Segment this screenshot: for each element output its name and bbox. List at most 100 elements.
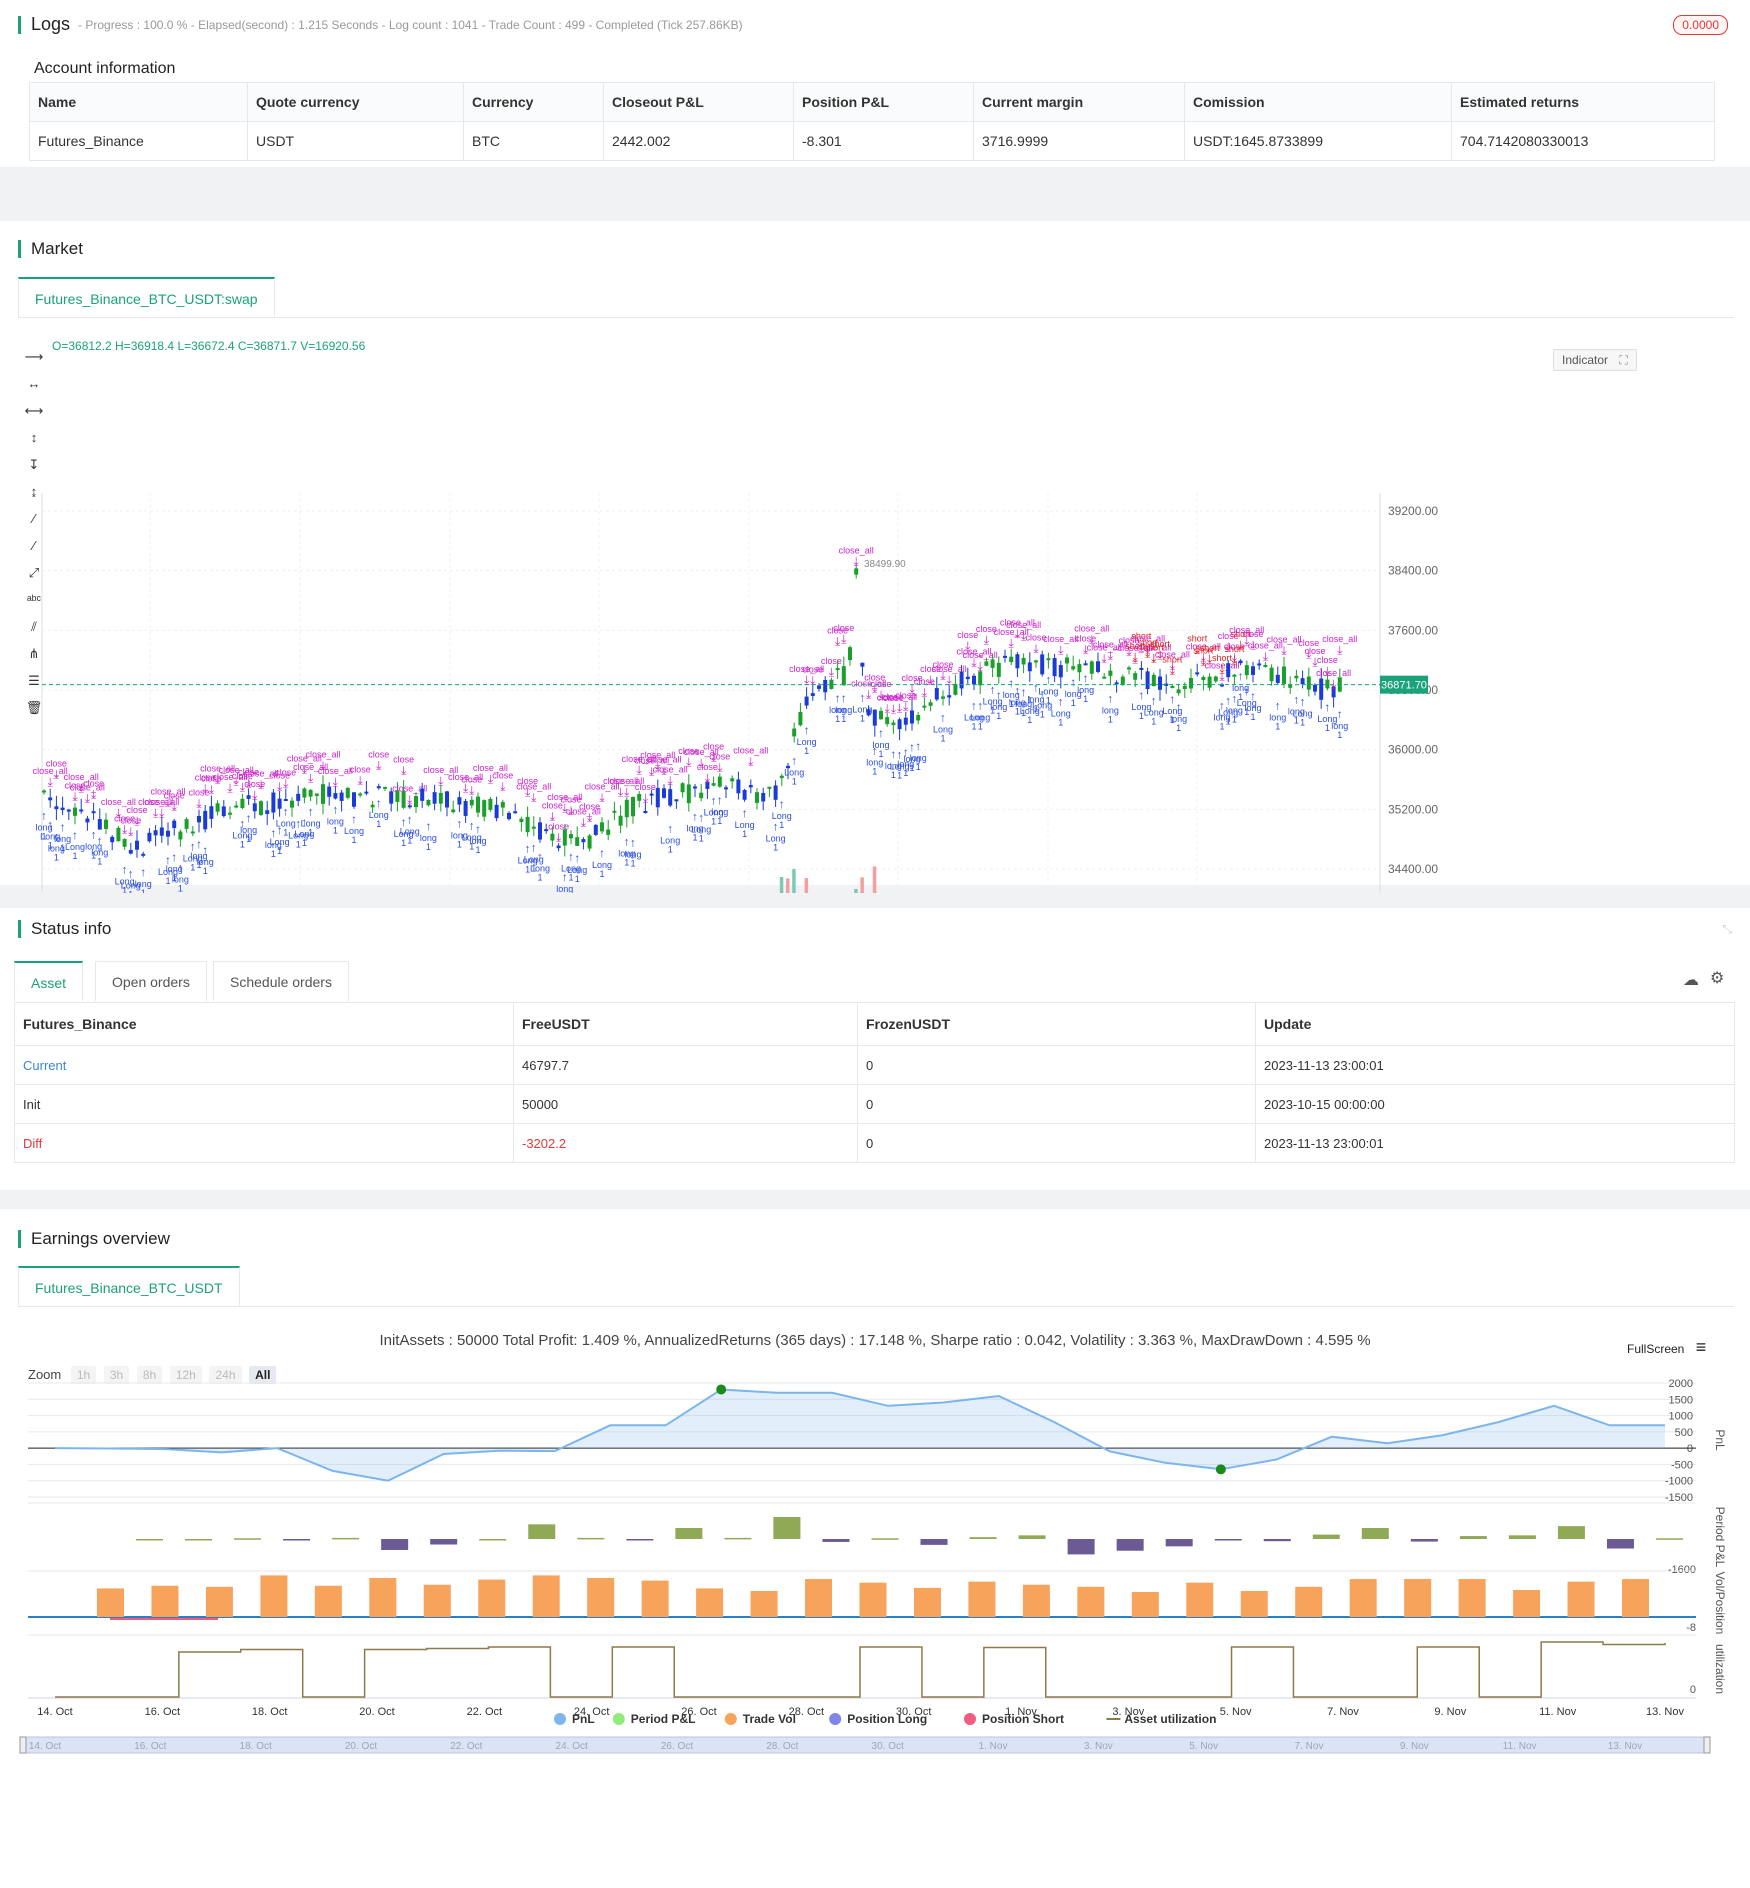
candle-body xyxy=(159,827,164,836)
horizontal-ray-icon[interactable]: ⟶ xyxy=(24,349,44,364)
trade-vol-bar xyxy=(532,1575,560,1617)
short-arrow: ⤓ xyxy=(1238,638,1244,652)
navigator-right-handle[interactable] xyxy=(1703,1736,1711,1754)
navigator-range[interactable] xyxy=(23,1736,1709,1754)
legend-item-period-p-l-label[interactable]: Period P&L xyxy=(631,1712,696,1726)
close-arrow: ⤓ xyxy=(649,765,655,779)
close-arrow: ⤓ xyxy=(618,785,624,799)
zoom-8h[interactable]: 8h xyxy=(136,1366,163,1384)
volume-bar xyxy=(872,866,877,893)
cloud-icon[interactable]: ☁ xyxy=(1683,972,1699,989)
zoom-12h[interactable]: 12h xyxy=(169,1366,202,1384)
menu-icon[interactable]: ≡ xyxy=(1695,1337,1707,1357)
logs-badge[interactable]: 0.0000 xyxy=(1673,15,1728,35)
candle-body xyxy=(283,799,288,802)
utilization-line xyxy=(55,1641,1666,1698)
candle-body xyxy=(296,793,301,801)
navigator-date-label: 9. Nov xyxy=(1400,1741,1429,1752)
candle-body xyxy=(1127,667,1131,670)
short-arrow: ⤓ xyxy=(1145,647,1151,661)
candle-body xyxy=(810,693,815,696)
long-marker-label: Long xyxy=(1144,708,1164,718)
expand-icon[interactable]: ⛶ xyxy=(1619,353,1628,367)
long-marker-label: long xyxy=(1244,703,1261,713)
qty-label: 1 xyxy=(91,851,96,861)
close-marker-label: close xyxy=(275,768,296,778)
vertical-segment-icon[interactable]: ↕ xyxy=(30,430,38,445)
price-tick-label: 36000.00 xyxy=(1388,743,1438,757)
candle-body xyxy=(841,666,846,686)
extended-line-icon[interactable]: ⟷ xyxy=(24,403,44,418)
zoom-1h[interactable]: 1h xyxy=(70,1366,97,1384)
qty-label: 1 xyxy=(1108,714,1113,724)
long-marker-label: long xyxy=(197,857,214,867)
period-pnl-bar xyxy=(626,1539,654,1541)
parallel-channel-icon[interactable]: ⫽ xyxy=(31,619,37,634)
legend-item-position-long-label[interactable]: Position Long xyxy=(847,1712,927,1726)
tab-schedule-orders[interactable]: Schedule orders xyxy=(213,961,349,1001)
candle-body xyxy=(885,717,890,725)
close-marker-label: close_all xyxy=(70,783,105,793)
qty-label: 1 xyxy=(699,834,704,844)
fib-retracement-icon[interactable]: ☰ xyxy=(28,673,40,688)
earnings-title: Earnings overview xyxy=(18,1229,170,1249)
table-cell: 3716.9999 xyxy=(973,121,1185,161)
candle-body xyxy=(618,815,623,826)
indicator-toggle[interactable]: Indicator ⛶ xyxy=(1553,349,1637,371)
collapse-icon[interactable]: ⤡ xyxy=(1722,922,1732,936)
trend-line-icon[interactable]: ∕ xyxy=(32,538,36,553)
navigator-left-handle[interactable] xyxy=(19,1736,27,1754)
tab-open-orders[interactable]: Open orders xyxy=(95,961,207,1001)
period-pnl-bar xyxy=(1116,1539,1144,1551)
candle-body xyxy=(265,810,270,814)
candle-body xyxy=(1114,682,1119,685)
period-pnl-bar xyxy=(871,1538,899,1540)
close-marker-label: close_all xyxy=(566,806,601,816)
max-drawdown-start-marker xyxy=(716,1384,727,1395)
legend-item-pnl-label[interactable]: PnL xyxy=(572,1712,595,1726)
trend-ray-icon[interactable]: ⁄ xyxy=(32,511,36,526)
col-header: Currency xyxy=(463,82,604,122)
vertical-line-icon[interactable]: ↨ xyxy=(30,484,38,499)
table-row: Current 46797.7 0 2023-11-13 23:00:01 xyxy=(14,1045,1735,1085)
pitchfork-icon[interactable]: ⋔ xyxy=(28,646,40,661)
candlestick-chart[interactable]: 39200.0038400.0037600.0036800.0036000.00… xyxy=(18,333,1734,893)
qty-label: 1 xyxy=(1232,714,1237,724)
tab-market-symbol[interactable]: Futures_Binance_BTC_USDT:swap xyxy=(18,277,275,317)
long-arrow: ↑ xyxy=(841,691,847,705)
qty-label: 1 xyxy=(1337,730,1342,740)
zoom-all[interactable]: All xyxy=(249,1366,277,1384)
text-tool-icon[interactable]: ᵃᵇᶜ xyxy=(26,592,42,607)
earnings-chart[interactable]: 2000 1500 1000 500 0 -500 -1000 -1500 -1600 -8 0 14… xyxy=(0,1209,1750,1888)
close-marker-label: close_all xyxy=(473,763,508,773)
close-marker-label: close xyxy=(64,781,85,791)
long-arrow: ↑ xyxy=(122,862,128,876)
candle-body xyxy=(1306,676,1311,690)
row-label-current[interactable]: Current xyxy=(14,1045,514,1085)
zoom-3h[interactable]: 3h xyxy=(103,1366,130,1384)
legend-item-asset-utilization-label[interactable]: Asset utilization xyxy=(1124,1712,1216,1726)
horizontal-line-icon[interactable]: ↔ xyxy=(27,376,41,391)
close-arrow: ⤓ xyxy=(661,764,667,778)
gear-icon[interactable]: ⚙ xyxy=(1710,970,1725,987)
navigator-date-label: 11. Nov xyxy=(1503,1741,1537,1752)
qty-label: 1 xyxy=(1033,703,1038,713)
extended-trend-icon[interactable]: ⤢ xyxy=(28,565,40,580)
qty-label: 1 xyxy=(903,768,908,778)
legend-item-position-short-label[interactable]: Position Short xyxy=(982,1712,1064,1726)
close-arrow: ⤓ xyxy=(1244,634,1250,648)
vertical-ray-icon[interactable]: ↧ xyxy=(28,457,40,472)
candle-body xyxy=(897,719,902,730)
fullscreen-button[interactable]: FullScreen ≡ xyxy=(1627,1337,1706,1358)
tab-asset[interactable]: Asset xyxy=(14,961,84,1001)
long-arrow: ↑ xyxy=(698,811,704,825)
zoom-24h[interactable]: 24h xyxy=(209,1366,242,1384)
long-arrow: ↑ xyxy=(624,834,630,848)
candle-body xyxy=(562,829,567,846)
short-marker-label: short xyxy=(1187,634,1208,644)
trash-icon[interactable]: 🗑 xyxy=(25,700,43,715)
tab-earnings-symbol[interactable]: Futures_Binance_BTC_USDT xyxy=(18,1266,240,1306)
legend-item-trade-vol-label[interactable]: Trade Vol xyxy=(743,1712,796,1726)
period-pnl-bar xyxy=(773,1517,801,1539)
volume-bar xyxy=(792,868,796,893)
